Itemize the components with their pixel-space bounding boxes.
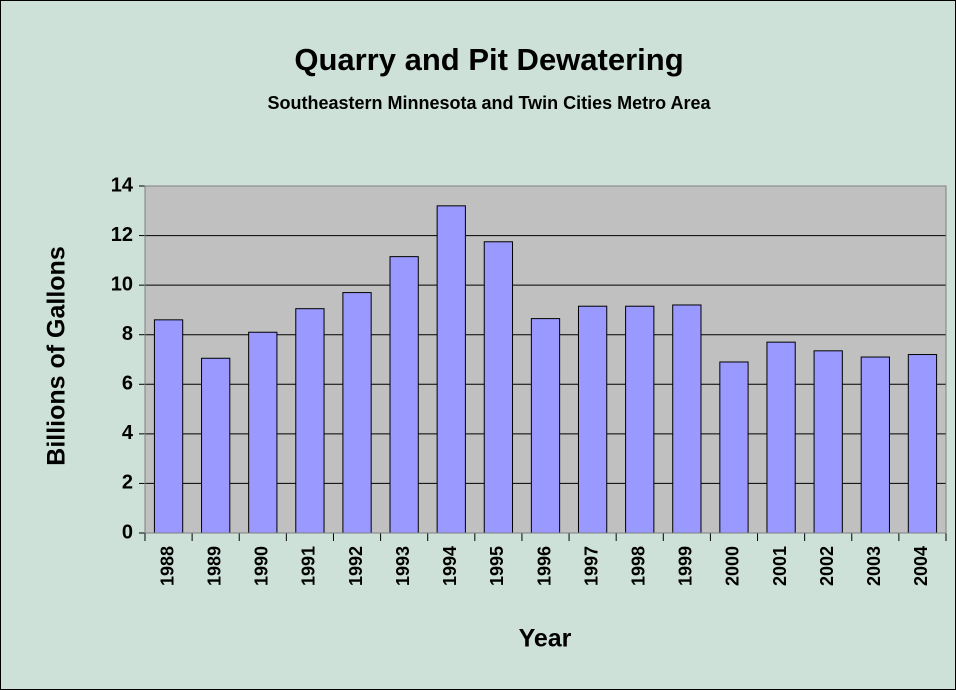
x-axis-label: Year <box>519 625 572 653</box>
y-tick-label: 12 <box>111 224 133 246</box>
bar <box>483 241 514 534</box>
bar <box>248 331 278 534</box>
x-tick-label: 1989 <box>204 546 224 586</box>
bar <box>153 319 184 534</box>
x-tick-label: 1995 <box>487 546 507 586</box>
x-tick-label: 1997 <box>581 546 601 586</box>
x-tick-label: 1991 <box>299 546 319 586</box>
x-tick-label: 2003 <box>864 546 884 586</box>
bar <box>625 305 655 534</box>
y-tick-label: 4 <box>122 422 134 444</box>
x-tick-label: 1994 <box>440 546 460 586</box>
bar <box>907 354 938 534</box>
bar <box>860 356 890 534</box>
plot-border <box>144 185 947 534</box>
x-tick-label: 2000 <box>723 546 743 586</box>
x-tick-label: 1993 <box>393 546 413 586</box>
chart-subtitle: Southeastern Minnesota and Twin Cities M… <box>267 93 711 113</box>
x-tick-label: 2004 <box>911 546 931 586</box>
bar <box>342 292 372 534</box>
bar <box>201 357 231 534</box>
bar <box>295 308 325 534</box>
x-tick-label: 1990 <box>252 546 272 586</box>
bar <box>813 350 843 534</box>
y-tick-label: 10 <box>111 273 133 295</box>
bar <box>719 361 749 534</box>
x-tick-label: 1998 <box>628 546 648 586</box>
y-tick-label: 8 <box>122 323 133 345</box>
bar <box>577 305 608 534</box>
bar <box>436 205 466 534</box>
x-tick-label: 2001 <box>770 546 790 586</box>
x-tick-label: 1988 <box>157 546 177 586</box>
y-axis-label: Billions of Gallons <box>43 246 71 465</box>
chart-title: Quarry and Pit Dewatering <box>294 42 683 77</box>
bar <box>766 341 796 534</box>
x-tick-label: 2002 <box>817 546 837 586</box>
y-tick-label: 2 <box>122 472 133 494</box>
bar <box>389 256 419 534</box>
x-tick-label: 1992 <box>346 546 366 586</box>
y-tick-label: 14 <box>111 174 134 196</box>
bar <box>672 304 702 534</box>
y-tick-label: 0 <box>122 521 133 543</box>
x-tick-label: 1999 <box>676 546 696 586</box>
x-tick-label: 1996 <box>534 546 554 586</box>
bar <box>530 318 561 534</box>
y-tick-label: 6 <box>122 373 133 395</box>
